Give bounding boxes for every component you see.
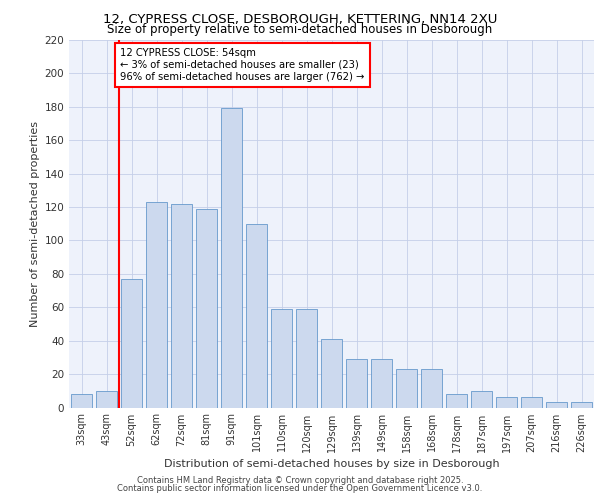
Bar: [521, 398, 542, 407]
Bar: [421, 369, 442, 408]
Bar: [446, 394, 467, 407]
Bar: [571, 402, 592, 407]
Bar: [496, 398, 517, 407]
Bar: [246, 224, 267, 408]
Bar: [296, 309, 317, 408]
Bar: [396, 369, 417, 408]
Bar: [371, 359, 392, 408]
Bar: [96, 391, 117, 407]
Text: 12 CYPRESS CLOSE: 54sqm
← 3% of semi-detached houses are smaller (23)
96% of sem: 12 CYPRESS CLOSE: 54sqm ← 3% of semi-det…: [120, 48, 365, 82]
Text: 12, CYPRESS CLOSE, DESBOROUGH, KETTERING, NN14 2XU: 12, CYPRESS CLOSE, DESBOROUGH, KETTERING…: [103, 12, 497, 26]
Bar: [321, 339, 342, 407]
X-axis label: Distribution of semi-detached houses by size in Desborough: Distribution of semi-detached houses by …: [164, 458, 499, 468]
Bar: [171, 204, 192, 408]
Bar: [121, 279, 142, 407]
Bar: [221, 108, 242, 408]
Text: Size of property relative to semi-detached houses in Desborough: Size of property relative to semi-detach…: [107, 22, 493, 36]
Bar: [271, 309, 292, 408]
Bar: [346, 359, 367, 408]
Bar: [71, 394, 92, 407]
Bar: [471, 391, 492, 407]
Bar: [546, 402, 567, 407]
Bar: [196, 208, 217, 408]
Y-axis label: Number of semi-detached properties: Number of semi-detached properties: [30, 120, 40, 327]
Bar: [146, 202, 167, 408]
Text: Contains HM Land Registry data © Crown copyright and database right 2025.: Contains HM Land Registry data © Crown c…: [137, 476, 463, 485]
Text: Contains public sector information licensed under the Open Government Licence v3: Contains public sector information licen…: [118, 484, 482, 493]
